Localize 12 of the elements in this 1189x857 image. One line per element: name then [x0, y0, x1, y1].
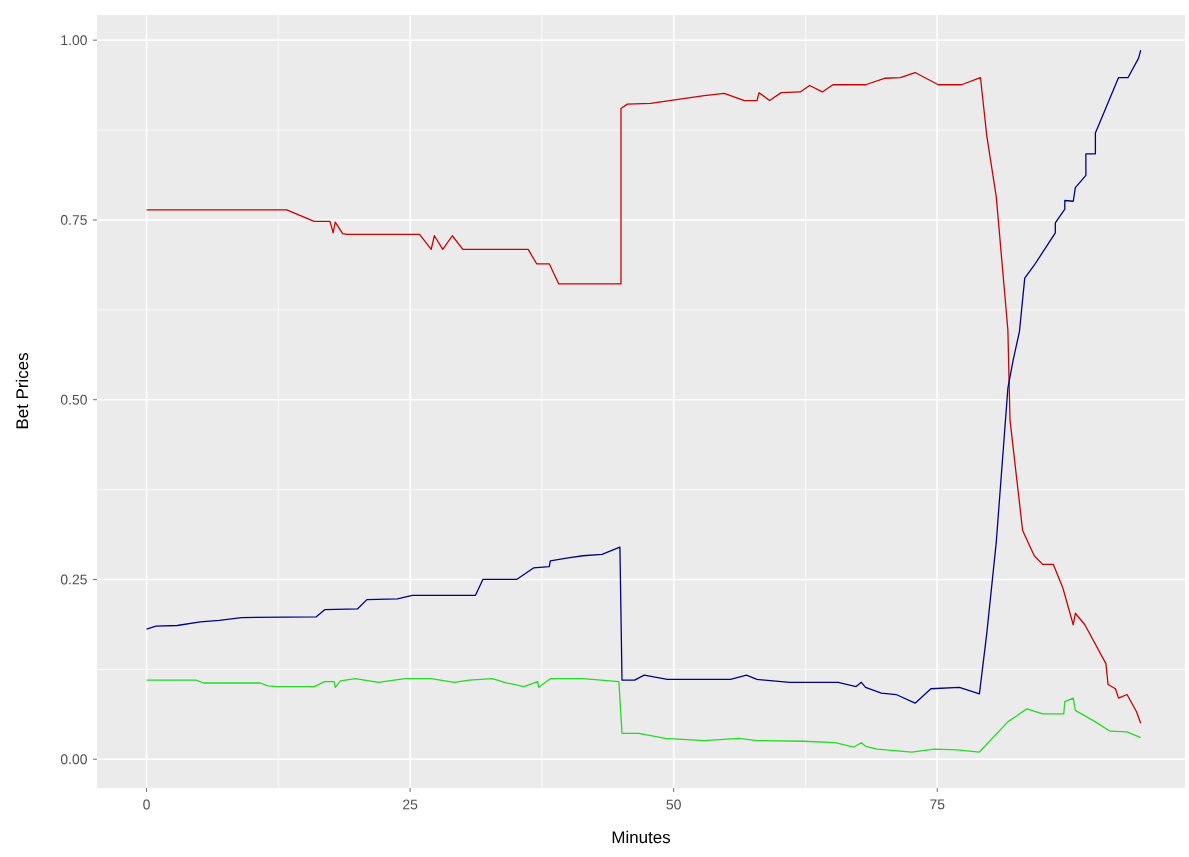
y-tick-label: 1.00 — [61, 35, 87, 46]
y-tick-label: 0.75 — [60, 214, 87, 225]
x-axis-title: Minutes — [612, 830, 671, 844]
x-tick-label: 25 — [403, 799, 418, 810]
y-tick-label: 0.50 — [60, 394, 87, 405]
x-tick-label: 50 — [666, 799, 681, 810]
x-tick-label: 0 — [143, 799, 150, 810]
y-tick-label: 0.25 — [60, 574, 87, 585]
line-series — [145, 678, 1142, 753]
x-tick-label: 75 — [930, 799, 945, 810]
y-tick-label: 0.00 — [60, 754, 87, 765]
y-axis-title: Bet Prices — [15, 353, 29, 429]
